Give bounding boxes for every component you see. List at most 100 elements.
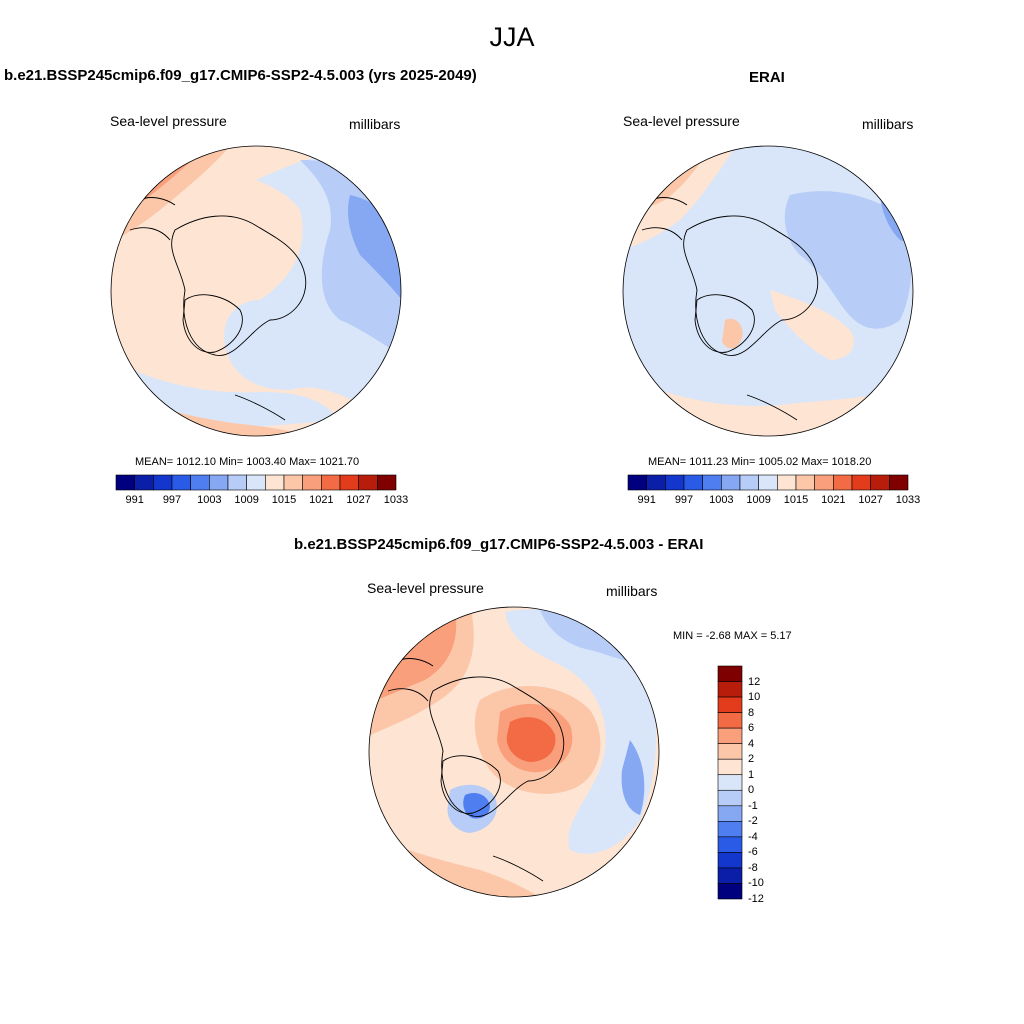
map-3-field-minus4-minus2-east [621,740,645,815]
colorbar-3-swatch [717,681,743,698]
colorbar-1-swatch [321,474,341,491]
colorbar-3-tick-label: -6 [748,846,758,859]
colorbar-2-tick-label: 1033 [895,494,921,506]
colorbar-1-swatch [153,474,173,491]
map-3-field-minus2-minus1 [540,610,640,662]
colorbar-2-tick-label: 997 [674,494,694,506]
map-2-border [622,145,914,437]
colorbar-2-swatch [739,474,759,491]
map-2-sea-level-pressure [622,145,914,437]
colorbar-3-swatch [717,665,743,682]
colorbar-3-swatch [717,727,743,744]
colorbar-3-tick-label: -12 [748,893,764,905]
colorbar-2 [627,474,909,491]
colorbar-3-tick-label: -4 [748,830,758,843]
colorbar-3-swatch [717,852,743,869]
colorbar-1-swatch [377,474,397,491]
colorbar-2-swatch [851,474,871,491]
colorbar-1-swatch [246,474,266,491]
colorbar-2-swatch [833,474,853,491]
colorbar-1-swatch [302,474,322,491]
map-2-coastline [683,215,819,356]
colorbar-3-tick-label: 0 [748,784,755,797]
map-1-border [110,145,402,437]
colorbar-2-tick-label: 991 [637,494,656,506]
colorbar-3-tick-label: 2 [748,753,755,766]
colorbar-3-swatch [717,805,743,822]
colorbar-2-tick-label: 1027 [858,494,883,506]
colorbar-3-swatch [717,883,743,900]
colorbar-2-tick-label: 1009 [746,494,771,506]
colorbar-3-swatch [717,774,743,791]
colorbar-1-swatch [283,474,303,491]
map-3-coastline [429,676,565,817]
colorbar-2-swatch [795,474,815,491]
map-2-field-1018-greenland [722,318,743,349]
colorbar-1-tick-label: 1027 [346,494,371,506]
colorbar-3-tick-label: 8 [748,706,755,719]
panel-3-stats: MIN = -2.68 MAX = 5.17 [673,630,792,642]
colorbar-2-swatch [870,474,890,491]
panel-3-units-label: millibars [606,583,658,599]
colorbar-1-swatch [171,474,191,491]
map-3-greenland [440,755,501,814]
colorbar-1-tick-label: 1015 [271,494,297,506]
map-3-field-minus4-greenland [463,793,490,819]
colorbar-1-swatch [115,474,135,491]
panel-1-variable-label: Sea-level pressure [110,113,227,129]
colorbar-2-tick-label: 1015 [783,494,809,506]
colorbar-1-swatch [209,474,229,491]
panel-2-title: ERAI [749,69,785,86]
colorbar-1-swatch [227,474,247,491]
colorbar-1-tick-label: 1009 [234,494,259,506]
panel-1-stats: MEAN= 1012.10 Min= 1003.40 Max= 1021.70 [135,456,360,468]
panel-2-stats: MEAN= 1011.23 Min= 1005.02 Max= 1018.20 [648,456,872,468]
colorbar-3-tick-label: 1 [748,768,755,781]
colorbar-2-tick-label: 1003 [709,494,734,506]
colorbar-2-swatch [721,474,741,491]
colorbar-1-tick-label: 1021 [309,494,334,506]
map-1-coastline [171,215,307,356]
map-2-field-1009 [784,191,912,329]
colorbar-3-swatch [717,696,743,713]
colorbar-2-swatch [702,474,722,491]
map-3-difference [368,606,660,898]
panel-2-variable-label: Sea-level pressure [623,113,740,129]
colorbar-3-tick-label: -10 [748,877,764,890]
colorbar-3-swatch [717,712,743,729]
panel-1-units-label: millibars [349,116,401,132]
colorbar-2-swatch [889,474,909,491]
colorbar-2-swatch [758,474,778,491]
colorbar-1-tick-label: 997 [162,494,182,506]
colorbar-3-swatch [717,867,743,884]
map-3-border [368,606,660,898]
colorbar-2-swatch [777,474,797,491]
colorbar-1-swatch [190,474,210,491]
colorbar-3-tick-label: 6 [748,722,755,735]
colorbar-2-swatch [683,474,703,491]
panel-3-variable-label: Sea-level pressure [367,580,484,596]
colorbar-1-tick-label: 1003 [197,494,222,506]
colorbar-3-tick-label: -1 [748,799,758,812]
map-2-greenland [694,294,755,353]
colorbar-3-tick-label: -8 [748,861,758,874]
colorbar-1-swatch [358,474,378,491]
colorbar-3-swatch [717,821,743,838]
colorbar-3-swatch [717,836,743,853]
colorbar-3-tick-label: 10 [748,691,761,704]
colorbar-1-tick-label: 1033 [383,494,409,506]
map-3-field-minus1-0 [505,609,657,854]
colorbar-2-tick-label: 1021 [821,494,846,506]
colorbar-2-swatch [814,474,834,491]
panel-1-title: b.e21.BSSP245cmip6.f09_g17.CMIP6-SSP2-4.… [4,67,477,84]
colorbar-2-swatch [646,474,666,491]
colorbar-1-swatch [339,474,359,491]
colorbar-3 [717,665,743,900]
colorbar-3-tick-label: 4 [748,737,755,750]
colorbar-1-swatch [265,474,285,491]
figure-title: JJA [489,22,535,52]
panel-2-units-label: millibars [862,116,914,132]
colorbar-3-tick-label: -2 [748,815,758,828]
map-1-sea-level-pressure [110,145,402,437]
